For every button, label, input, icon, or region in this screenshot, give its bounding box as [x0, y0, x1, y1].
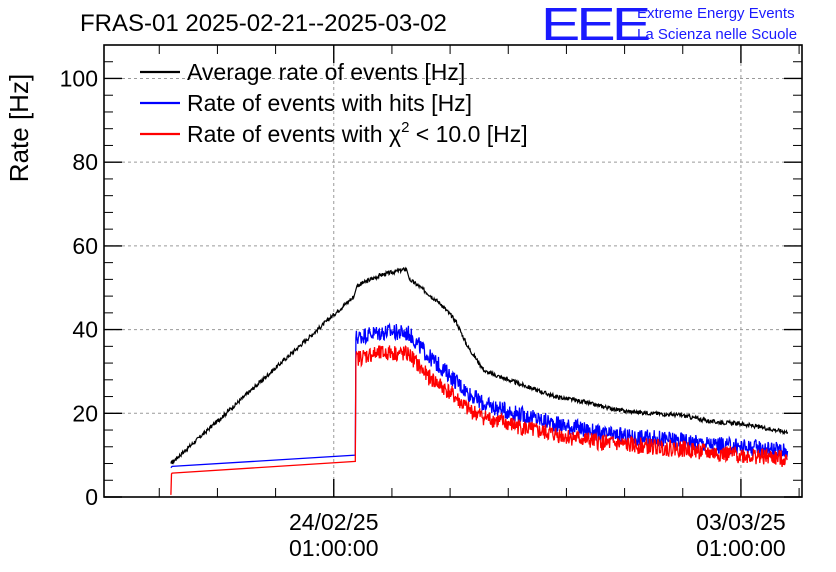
eee-logo-mark: EEE — [541, 0, 651, 50]
series-line-hits — [170, 322, 789, 469]
legend-label-average: Average rate of events [Hz] — [187, 59, 465, 85]
y-tick-label-20: 20 — [72, 400, 98, 426]
series-line-chi2 — [170, 345, 788, 495]
eee-logo: EEE Extreme Energy Events La Scienza nel… — [541, 0, 833, 50]
y-axis-label: Rate [Hz] — [4, 74, 34, 182]
x-tick-label-time-1: 01:00:00 — [696, 535, 786, 561]
legend-label-hits: Rate of events with hits [Hz] — [187, 90, 472, 116]
x-tick-label-date-0: 24/02/25 — [289, 509, 379, 535]
grid-lines — [104, 45, 802, 497]
legend: Average rate of events [Hz] Rate of event… — [140, 59, 528, 147]
y-tick-label-80: 80 — [72, 149, 98, 175]
chart-title: FRAS-01 2025-02-21--2025-03-02 — [80, 10, 447, 37]
data-series — [170, 266, 789, 495]
x-tick-label-time-0: 01:00:00 — [289, 535, 379, 561]
logo-line-2: La Scienza nelle Scuole — [637, 26, 798, 43]
y-tick-label-100: 100 — [60, 65, 98, 91]
y-tick-label-60: 60 — [72, 233, 98, 259]
y-tick-label-0: 0 — [85, 484, 98, 510]
legend-label-chi2: Rate of events with χ2 < 10.0 [Hz] — [187, 119, 528, 147]
axes: 02040608010024/02/2501:00:0003/03/2501:0… — [60, 44, 803, 561]
logo-line-1: Extreme Energy Events — [637, 5, 795, 22]
plot-frame — [103, 44, 803, 498]
x-tick-label-date-1: 03/03/25 — [696, 509, 786, 535]
series-line-average — [170, 266, 789, 465]
y-tick-label-40: 40 — [72, 317, 98, 343]
